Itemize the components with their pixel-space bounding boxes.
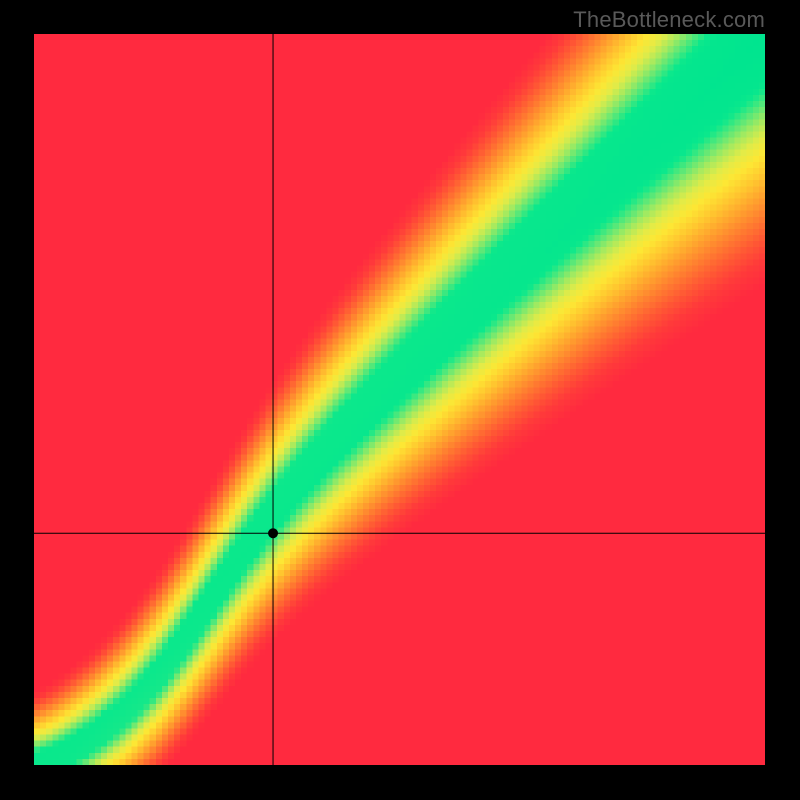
- watermark-text: TheBottleneck.com: [573, 7, 765, 33]
- chart-container: TheBottleneck.com: [0, 0, 800, 800]
- bottleneck-heatmap: [34, 34, 765, 765]
